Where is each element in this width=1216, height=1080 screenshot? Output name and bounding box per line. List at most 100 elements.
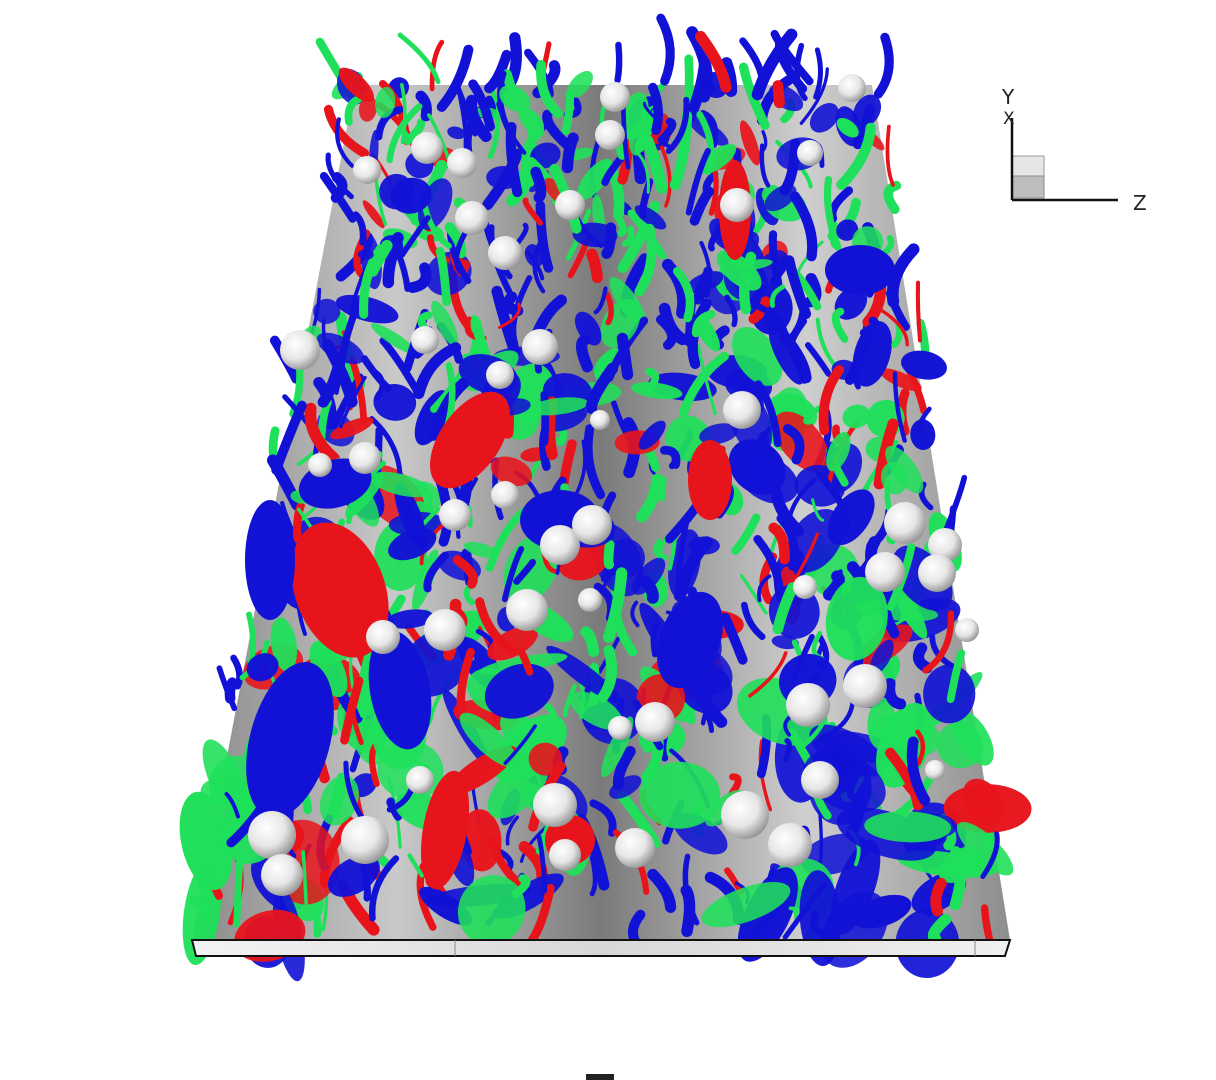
vortex-tube <box>813 47 823 100</box>
vortex-blob <box>836 219 859 241</box>
particle-sphere <box>723 391 761 429</box>
vortex-blob <box>362 200 385 229</box>
particle-sphere <box>406 766 434 794</box>
vortex-tube <box>634 223 657 297</box>
vortex-tube <box>738 62 770 130</box>
vortex-blob <box>569 691 623 730</box>
vortex-tube <box>386 103 423 164</box>
particle-sphere <box>540 525 580 565</box>
vortex-tube <box>359 244 386 319</box>
vortex-tube <box>513 558 536 585</box>
vortex-tube <box>682 853 700 926</box>
vortex-blob <box>836 117 859 138</box>
vortex-tube <box>617 791 661 849</box>
particle-sphere <box>797 140 823 166</box>
vortex-tube <box>597 645 618 703</box>
vortex-tube <box>536 834 548 894</box>
vortex-sheet <box>657 591 723 689</box>
vortex-tube <box>516 646 534 676</box>
vortex-blob <box>609 775 642 799</box>
vortex-blob <box>634 205 667 230</box>
particle-sphere <box>522 329 558 365</box>
vortex-tube <box>782 738 793 763</box>
vortex-tube <box>368 855 400 922</box>
vortex-tube <box>407 853 424 878</box>
vortex-tube <box>484 49 512 94</box>
vortex-tube <box>544 703 558 736</box>
particles <box>248 74 979 896</box>
particle-sphere <box>600 82 630 112</box>
vortex-blob <box>756 250 789 283</box>
particle-sphere <box>555 190 585 220</box>
vortex-blob <box>518 106 545 135</box>
particle-sphere <box>447 148 477 178</box>
particle-sphere <box>533 783 577 827</box>
particle-sphere <box>411 132 443 164</box>
vortex-tube <box>754 380 782 448</box>
vortex-tube <box>452 555 478 589</box>
particle-sphere <box>280 330 320 370</box>
vortex-tube <box>601 222 617 259</box>
vortex-blob <box>567 70 593 99</box>
vortex-tube <box>487 837 523 888</box>
vortex-tube <box>650 619 661 658</box>
particle-sphere <box>768 823 812 867</box>
vortex-tube <box>580 626 600 657</box>
vortex-tube <box>930 877 947 917</box>
vortex-blob <box>487 626 538 661</box>
vortex-tube <box>487 89 501 160</box>
vortex-tube <box>230 654 243 690</box>
particle-sphere <box>608 716 632 740</box>
vortex-blob <box>459 712 518 768</box>
vortex-tube <box>823 570 845 601</box>
vortex-tube <box>604 291 614 326</box>
vortex-blob <box>576 158 613 201</box>
particle-sphere <box>248 811 296 859</box>
vortex-tube <box>912 642 933 674</box>
vortex-tube <box>647 868 677 913</box>
bottom-mark <box>586 1074 614 1080</box>
vortex-tube <box>757 574 772 603</box>
y-axis-label: Y <box>1001 85 1015 109</box>
vortex-tube <box>301 850 308 905</box>
vortex-tube <box>692 266 713 305</box>
vortex-tube <box>818 365 845 436</box>
vortex-blob <box>936 722 984 769</box>
vortex-tube <box>883 180 902 214</box>
vortex-tube <box>621 225 635 247</box>
vortex-blob <box>369 471 431 498</box>
vortex-tube <box>415 90 432 122</box>
vortex-tube <box>583 424 606 500</box>
vortex-tube <box>535 200 554 273</box>
vortex-blob <box>876 702 933 788</box>
vortex-blob <box>394 481 427 550</box>
vortex-tube <box>614 41 623 84</box>
vortex-tube <box>369 416 403 476</box>
vortex-tube <box>335 117 355 168</box>
vortex-blob <box>716 250 762 291</box>
vortex-tube <box>708 167 719 216</box>
vortex-blob <box>864 811 952 843</box>
vortex-tube <box>748 651 788 698</box>
vortex-tube <box>946 649 966 704</box>
vortex-blob <box>901 350 947 380</box>
vortex-blob <box>447 126 466 140</box>
vortex-blob <box>246 653 279 682</box>
vortex-tube <box>436 44 474 112</box>
vortex-tube <box>656 13 675 86</box>
vortex-tube <box>661 258 689 319</box>
particle-sphere <box>353 156 381 184</box>
vortex-tube <box>562 683 577 718</box>
vortex-tube <box>224 792 240 819</box>
vortex-tube <box>846 771 860 802</box>
vortex-tube <box>375 106 404 141</box>
vortex-tube <box>915 729 926 766</box>
particle-sphere <box>838 74 866 102</box>
particle-sphere <box>865 552 905 592</box>
particle-sphere <box>793 575 817 599</box>
vortex-blob <box>768 325 804 385</box>
vortex-tube <box>804 342 832 377</box>
vortex-blob <box>956 821 1014 876</box>
vortex-blob <box>499 85 531 113</box>
vortex-blob <box>880 462 908 495</box>
